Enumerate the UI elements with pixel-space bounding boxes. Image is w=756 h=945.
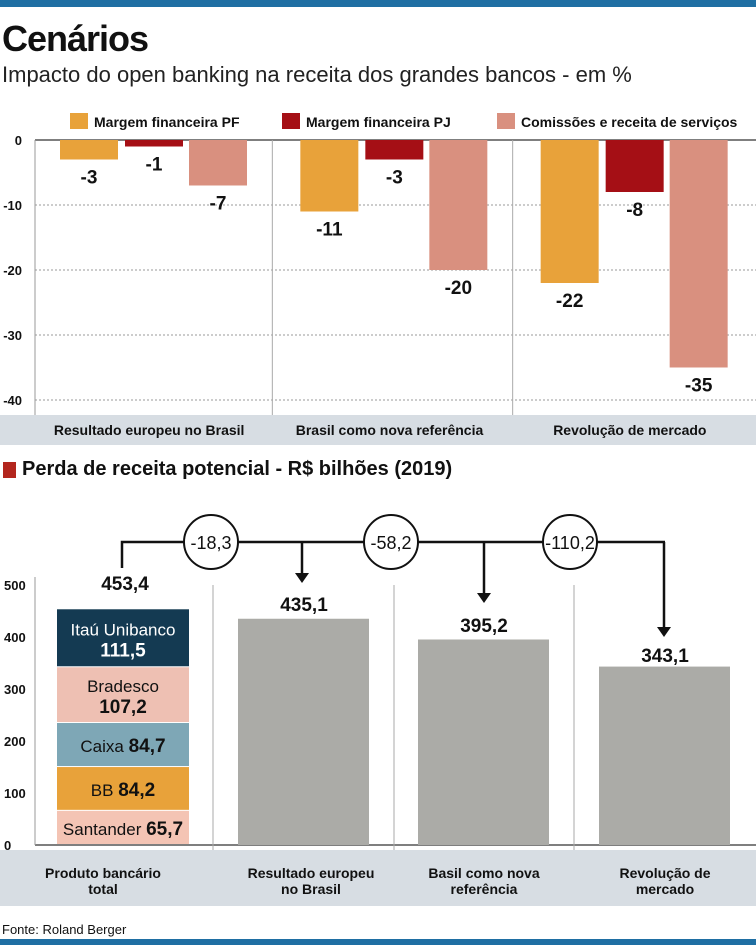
difference-circle: [363, 514, 419, 570]
bar-value-label: -3: [386, 168, 403, 189]
y-tick-label: 300: [4, 682, 26, 697]
y-tick-label: 100: [4, 786, 26, 801]
page-subtitle: Impacto do open banking na receita dos g…: [2, 62, 632, 87]
bar: [125, 140, 183, 147]
stack-segment: [57, 667, 189, 723]
difference-label: -58,2: [370, 533, 411, 553]
stack-value: 111,5: [100, 640, 146, 661]
category-label: Resultado europeu no Brasil: [248, 865, 375, 897]
bar: [540, 140, 599, 283]
stack-segment: [57, 767, 189, 810]
bar-value-label: 395,2: [460, 616, 508, 637]
stack-label: Caixa 84,7: [80, 736, 165, 757]
stack-value: 107,2: [99, 697, 147, 718]
top-accent-bar: [0, 0, 756, 7]
legend-label: Margem financeira PF: [94, 114, 240, 130]
revenue-impact-chart: Margem financeira PF Margem financeira PJ…: [0, 113, 756, 445]
stack-name: Itaú Unibanco: [71, 620, 176, 639]
arrow-head: [657, 627, 671, 637]
y-tick-label: -20: [3, 263, 22, 278]
legend-label: Margem financeira PJ: [306, 114, 451, 130]
stack-segment: [57, 723, 189, 767]
y-tick-label: -10: [3, 198, 22, 213]
bar: [238, 618, 369, 845]
bar: [418, 639, 549, 845]
category-band: [0, 850, 756, 906]
bar-value-label: 343,1: [641, 646, 689, 667]
bar-value-label: 453,4: [101, 574, 149, 595]
category-label: Brasil como nova referência: [296, 422, 484, 438]
arrow-head: [477, 593, 491, 603]
legend-swatch: [497, 113, 515, 129]
bar: [365, 140, 424, 160]
bar-value-label: -7: [210, 194, 227, 215]
bar-value-label: -22: [556, 291, 583, 312]
category-band: [0, 415, 756, 445]
bar-value-label: -20: [445, 278, 472, 299]
arrow-head: [295, 573, 309, 583]
bar-value-label: -11: [316, 220, 343, 241]
page-title: Cenários: [2, 18, 149, 59]
category-label: Revolução de mercado: [553, 422, 706, 438]
bar: [189, 140, 247, 186]
bottom-accent-bar: [0, 939, 756, 945]
legend-swatch: [282, 113, 300, 129]
difference-label: -18,3: [190, 533, 231, 553]
bar: [429, 140, 488, 270]
stack-name: Bradesco: [87, 677, 159, 696]
stack-label: BB 84,2: [91, 780, 155, 801]
bar: [60, 140, 118, 160]
bar: [599, 666, 730, 845]
category-label: Basil como nova referência: [428, 865, 539, 897]
bar: [605, 140, 664, 192]
y-tick-label: 0: [4, 838, 11, 853]
stack-segment: [57, 609, 189, 667]
category-label: Resultado europeu no Brasil: [54, 422, 245, 438]
y-tick-label: -30: [3, 328, 22, 343]
bar-value-label: -8: [626, 200, 643, 221]
legend-swatch: [70, 113, 88, 129]
bar: [669, 140, 728, 368]
difference-circle: [183, 514, 239, 570]
stack-label: Santander 65,7: [63, 819, 183, 840]
section-marker: [3, 462, 16, 478]
y-tick-label: 0: [15, 133, 22, 148]
y-tick-label: 500: [4, 578, 26, 593]
y-tick-label: 400: [4, 630, 26, 645]
bar-value-label: -3: [81, 168, 98, 189]
section-title: Perda de receita potencial - R$ bilhões …: [22, 458, 453, 480]
difference-circle: [542, 514, 598, 570]
source-note: Fonte: Roland Berger: [2, 922, 127, 937]
category-label: Produto bancário total: [45, 865, 161, 897]
bar-value-label: -35: [685, 376, 713, 397]
stack-segment: [57, 810, 189, 844]
difference-label: -110,2: [545, 533, 595, 553]
bar-value-label: -1: [146, 155, 163, 176]
legend-label: Comissões e receita de serviços: [521, 114, 738, 130]
bar: [300, 140, 359, 212]
y-tick-label: 200: [4, 734, 26, 749]
category-label: Revolução de mercado: [619, 865, 710, 897]
bar-value-label: 435,1: [280, 595, 328, 616]
y-tick-label: -40: [3, 393, 22, 408]
